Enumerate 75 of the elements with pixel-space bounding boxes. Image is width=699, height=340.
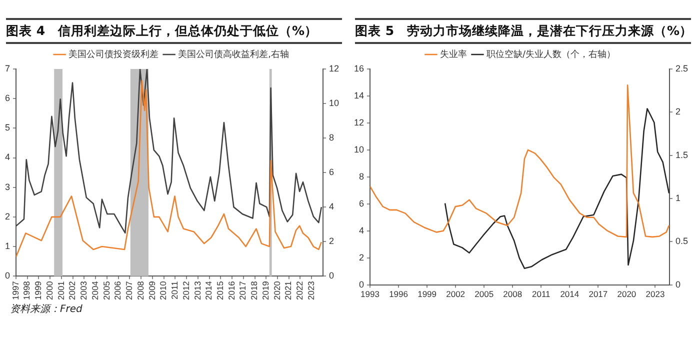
y-tick-label: 4 [4,152,10,162]
x-tick-label: 2018 [249,280,260,300]
x-tick-label: 1998 [22,280,32,300]
y-tick-label: 3 [4,182,10,192]
x-tick-label: 2005 [101,280,112,300]
x-tick-label: 2015 [215,280,226,300]
y2-tick-label: 1.5 [675,150,688,160]
x-tick-label: 1999 [418,289,437,300]
y-tick-label: 0 [358,279,364,290]
y-tick-label: 16 [354,63,364,74]
legend-label: 美国公司债高收益利差,右轴 [178,48,289,60]
y2-tick-label: 4 [328,202,334,212]
y-tick-label: 4 [358,225,364,236]
x-tick-label: 2004 [90,280,100,300]
x-tick-label: 2016 [226,280,236,300]
chart-title: 图表 5 劳动力市场继续降温，是潜在下行压力来源（%） [355,18,693,44]
legend-label: 职位空缺/失业人数（个，右轴） [486,48,616,60]
y-tick-label: 2 [358,252,364,262]
x-tick-label: 1996 [389,289,408,300]
x-tick-label: 2022 [294,280,305,300]
y2-tick-label: 6 [328,167,334,178]
x-tick-label: 2006 [112,280,123,300]
y2-tick-label: 0 [328,270,334,281]
x-tick-label: 2017 [238,280,248,300]
x-tick-label: 2001 [56,280,66,300]
y-tick-label: 10 [354,144,364,154]
y-tick-label: 8 [358,171,364,182]
y2-tick-label: 0 [675,279,681,290]
y2-tick-label: 2 [675,106,681,117]
y2-tick-label: 0.5 [675,236,688,246]
y2-tick-label: 8 [328,132,334,143]
x-tick-label: 2003 [78,280,89,300]
x-tick-label: 2010 [158,280,168,300]
y2-tick-label: 1 [675,192,681,203]
y-tick-label: 5 [4,122,10,133]
x-tick-label: 2023 [646,289,665,300]
x-tick-label: 2020 [272,280,282,300]
y-tick-label: 1 [4,240,10,251]
y-tick-label: 6 [358,198,364,208]
chart-title: 图表 4 信用利差边际上行，但总体仍处于低位（%） [6,18,342,44]
x-tick-label: 2005 [474,289,494,300]
y-tick-label: 0 [4,270,10,281]
x-tick-label: 2011 [532,289,551,300]
x-tick-label: 2020 [617,289,636,300]
x-tick-label: 2007 [124,280,134,300]
x-tick-label: 2008 [503,289,522,300]
x-tick-label: 2011 [170,280,180,300]
x-tick-label: 1993 [360,289,380,300]
x-tick-label: 2017 [588,289,608,300]
x-tick-label: 2013 [192,280,202,300]
x-tick-label: 2000 [44,280,54,300]
legend-label: 美国公司债投资级利差 [68,48,159,60]
x-tick-label: 2019 [260,280,270,300]
x-tick-label: 2014 [560,289,580,300]
y-tick-label: 2 [4,211,10,222]
x-tick-label: 1997 [10,280,20,300]
y-tick-label: 14 [354,90,364,100]
y2-tick-label: 10 [328,98,340,108]
x-tick-label: 2023 [306,280,316,300]
x-tick-label: 2002 [446,289,466,300]
y-tick-label: 12 [354,117,364,128]
x-tick-label: 2002 [67,280,78,300]
x-tick-label: 2012 [180,280,191,300]
legend-label: 失业率 [440,48,467,60]
y-tick-label: 6 [4,93,10,104]
y-tick-label: 7 [4,63,10,74]
x-tick-label: 2008 [135,280,146,300]
y2-tick-label: 2.5 [675,63,688,74]
x-tick-label: 2014 [204,280,214,300]
text: 资料来源：Fred [10,302,84,316]
y2-tick-label: 2 [328,236,334,246]
y2-tick-label: 12 [328,63,340,74]
x-tick-label: 1999 [33,280,44,300]
x-tick-label: 2009 [146,280,157,300]
x-tick-label: 2021 [283,280,294,300]
